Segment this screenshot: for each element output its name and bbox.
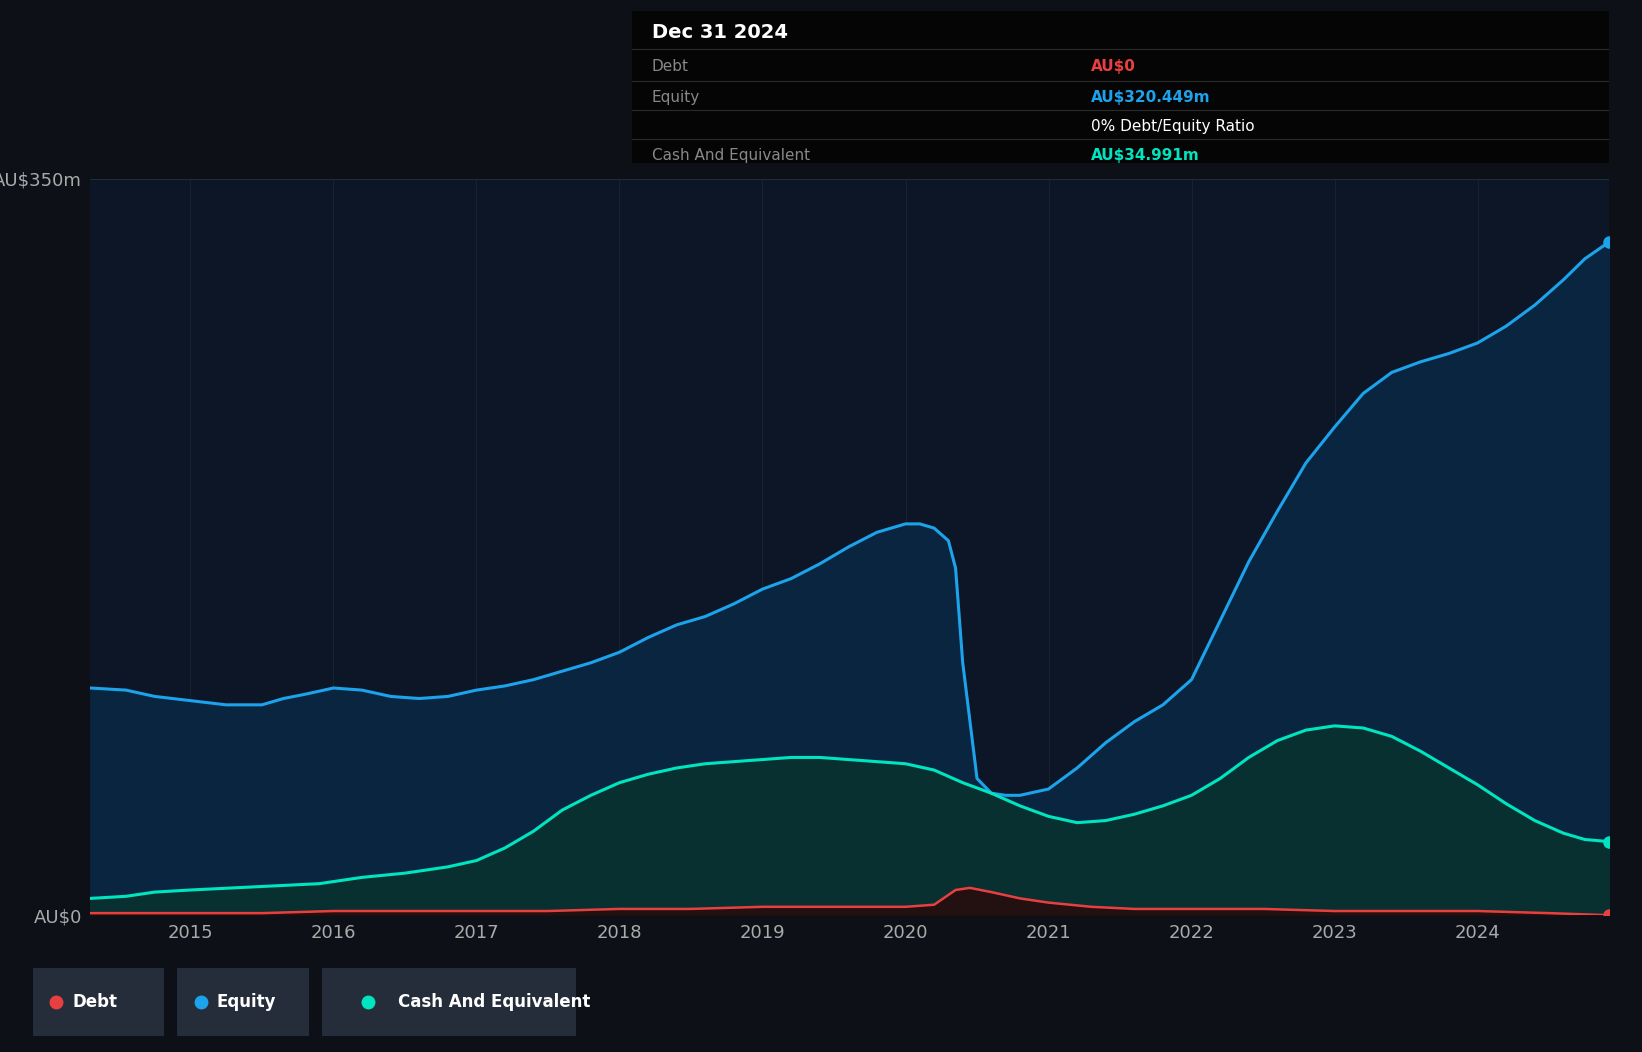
Text: Cash And Equivalent: Cash And Equivalent	[652, 148, 810, 163]
Text: Equity: Equity	[652, 89, 699, 105]
Text: Debt: Debt	[652, 59, 688, 75]
Text: Equity: Equity	[217, 993, 276, 1011]
Text: AU$0: AU$0	[1092, 59, 1136, 75]
Text: Cash And Equivalent: Cash And Equivalent	[399, 993, 591, 1011]
Text: 0% Debt/Equity Ratio: 0% Debt/Equity Ratio	[1092, 119, 1254, 134]
Text: Dec 31 2024: Dec 31 2024	[652, 23, 788, 42]
Text: AU$320.449m: AU$320.449m	[1092, 89, 1212, 105]
FancyBboxPatch shape	[26, 965, 171, 1039]
FancyBboxPatch shape	[171, 965, 315, 1039]
Text: AU$34.991m: AU$34.991m	[1092, 148, 1200, 163]
FancyBboxPatch shape	[309, 965, 589, 1039]
Text: Debt: Debt	[72, 993, 117, 1011]
